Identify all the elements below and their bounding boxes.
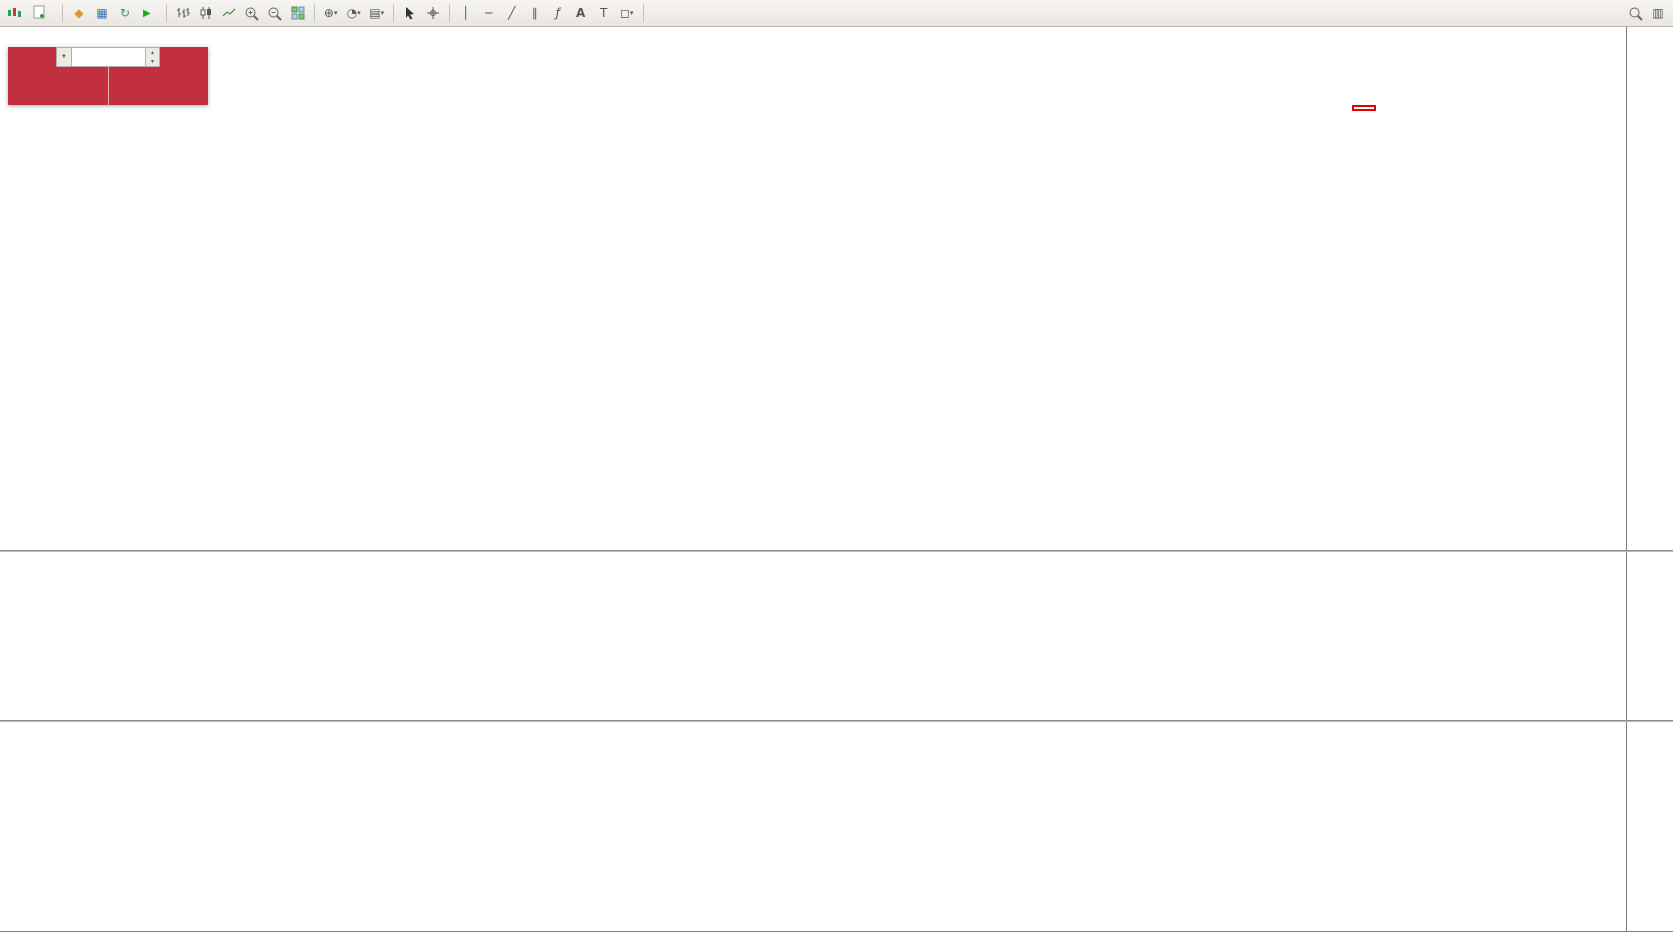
candlestick-chart[interactable] — [0, 27, 1626, 550]
shapes-dropdown[interactable]: ◻ ▾ — [619, 6, 634, 20]
volume-decrease-button[interactable]: ▼ — [146, 57, 159, 66]
zoom-out-icon[interactable] — [264, 3, 286, 23]
play-icon: ▶ — [143, 7, 151, 19]
fibonacci-tool[interactable]: ƒ — [555, 6, 560, 20]
tile-windows-icon[interactable] — [287, 3, 309, 23]
bar-chart-icon[interactable] — [172, 3, 194, 23]
periods-dropdown[interactable]: ◔ ▾ — [346, 6, 361, 20]
trendline-tool[interactable]: ╱ — [508, 6, 516, 20]
macd-panel — [0, 552, 1673, 720]
text-label-tool[interactable]: T — [600, 6, 608, 20]
volume-input[interactable] — [72, 47, 146, 67]
one-click-trading-widget: ▼ ▲ ▼ — [8, 47, 208, 105]
zoom-in-icon[interactable] — [241, 3, 263, 23]
indicator-list-icon[interactable]: ◆ — [74, 6, 84, 20]
toolbar-separator — [392, 4, 394, 22]
horizontal-line-tool[interactable]: ─ — [485, 6, 493, 20]
sell-button[interactable] — [8, 47, 56, 67]
chart-area: ▼ ▲ ▼ — [0, 27, 1673, 949]
panel-divider[interactable] — [0, 720, 1673, 722]
vertical-line-tool[interactable]: │ — [462, 6, 470, 20]
new-order-icon — [33, 5, 47, 22]
data-window-icon[interactable]: ▥ — [1652, 6, 1664, 20]
rsi-axis[interactable] — [1626, 722, 1673, 931]
toolbar-separator — [313, 4, 315, 22]
price-axis[interactable] — [1626, 27, 1673, 550]
main-chart-panel: ▼ ▲ ▼ — [0, 27, 1673, 550]
order-type-dropdown[interactable]: ▼ — [56, 47, 72, 67]
price-panel-divider — [107, 67, 109, 105]
macd-axis[interactable] — [1626, 552, 1673, 720]
price-callout — [1352, 105, 1376, 111]
new-chart-icon[interactable] — [4, 3, 26, 23]
buy-price-panel[interactable] — [109, 67, 209, 105]
candlestick-chart-icon[interactable] — [195, 3, 217, 23]
toolbar-separator — [642, 4, 644, 22]
toolbar-separator — [165, 4, 167, 22]
templates-dropdown[interactable]: ▤ ▾ — [369, 6, 385, 20]
toolbar: ◆ ▦ ↻ ▶ ⊕ ▾ ◔ ▾ ▤ ▾ — [0, 0, 1673, 27]
rsi-chart[interactable] — [0, 722, 1626, 931]
indicators-dropdown[interactable]: ⊕ ▾ — [323, 6, 338, 20]
rsi-panel — [0, 722, 1673, 931]
line-chart-icon[interactable] — [218, 3, 240, 23]
refresh-icon[interactable]: ↻ — [119, 6, 131, 20]
text-tool[interactable]: A — [576, 6, 586, 20]
volume-stepper: ▲ ▼ — [146, 47, 160, 67]
new-order-button[interactable] — [27, 3, 57, 23]
auto-trading-button[interactable]: ▶ — [137, 3, 161, 23]
panel-divider[interactable] — [0, 550, 1673, 552]
sell-price-panel[interactable] — [8, 67, 108, 105]
time-axis[interactable] — [0, 931, 1673, 949]
chevron-down-icon: ▼ — [61, 54, 67, 60]
toolbar-separator — [62, 4, 63, 22]
crosshair-icon[interactable] — [422, 3, 444, 23]
volume-increase-button[interactable]: ▲ — [146, 48, 159, 57]
cursor-icon[interactable] — [399, 3, 421, 23]
search-icon[interactable] — [1624, 3, 1646, 23]
equidistant-channel-tool[interactable]: ∥ — [531, 6, 538, 20]
buy-button[interactable] — [160, 47, 208, 67]
market-watch-icon[interactable]: ▦ — [96, 6, 108, 20]
toolbar-separator — [448, 4, 450, 22]
macd-chart[interactable] — [0, 552, 1626, 720]
